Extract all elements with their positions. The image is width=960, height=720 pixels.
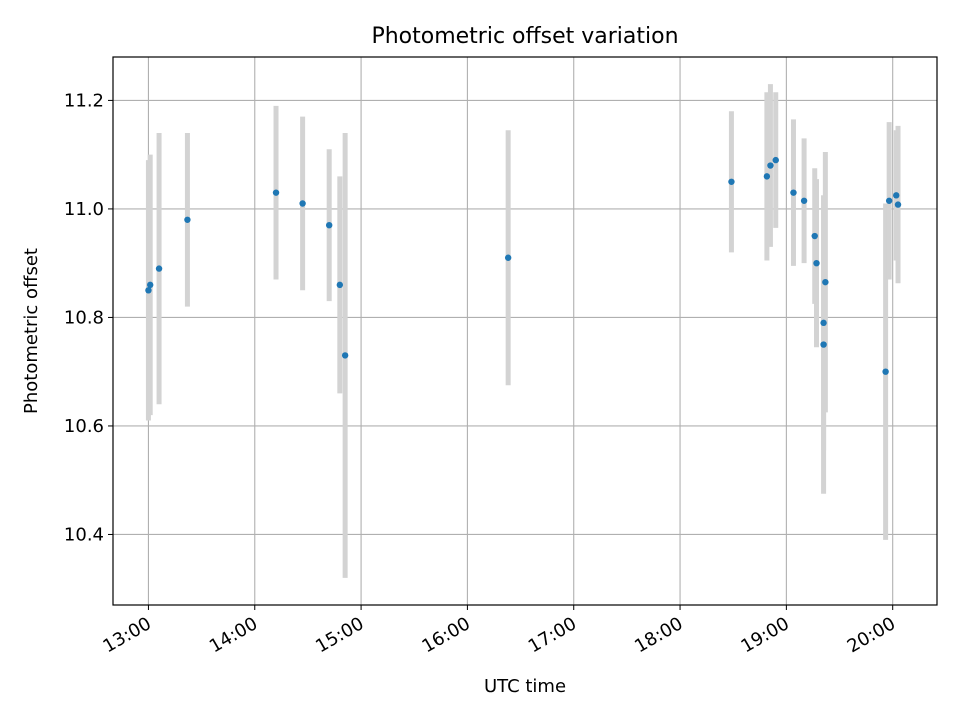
y-tick-label: 11.2	[64, 90, 104, 111]
y-axis-label: Photometric offset	[21, 248, 42, 414]
data-point	[885, 197, 893, 204]
data-point	[504, 254, 512, 261]
data-point	[299, 200, 306, 207]
chart-title: Photometric offset variation	[371, 24, 678, 49]
data-point	[341, 352, 349, 359]
y-tick-label: 10.6	[64, 416, 104, 437]
data-point	[820, 341, 827, 348]
data-point	[272, 189, 280, 196]
data-point	[763, 173, 771, 180]
data-point	[893, 192, 900, 199]
y-tick-label: 10.4	[64, 524, 104, 545]
data-point	[820, 319, 827, 327]
data-point	[767, 162, 774, 169]
data-point	[800, 197, 808, 204]
y-tick-label: 10.8	[64, 307, 104, 328]
data-point	[894, 201, 902, 208]
data-points	[145, 156, 902, 375]
data-point	[728, 178, 735, 185]
data-point	[811, 232, 818, 240]
y-axis-ticks: 10.4 10.6 10.8 11.0 11.2	[64, 90, 113, 545]
data-point	[822, 278, 829, 286]
plot-frame	[112, 56, 938, 606]
data-point	[790, 189, 797, 196]
grid	[113, 57, 937, 605]
data-point	[336, 281, 344, 289]
data-point	[145, 287, 152, 294]
data-point	[882, 368, 889, 375]
data-point	[147, 281, 154, 289]
x-axis-label: UTC time	[484, 676, 566, 697]
data-point	[184, 216, 191, 223]
data-point	[813, 259, 820, 267]
data-point	[325, 221, 333, 229]
y-tick-label: 11.0	[64, 199, 104, 220]
data-point	[772, 156, 779, 164]
data-point	[155, 265, 163, 272]
